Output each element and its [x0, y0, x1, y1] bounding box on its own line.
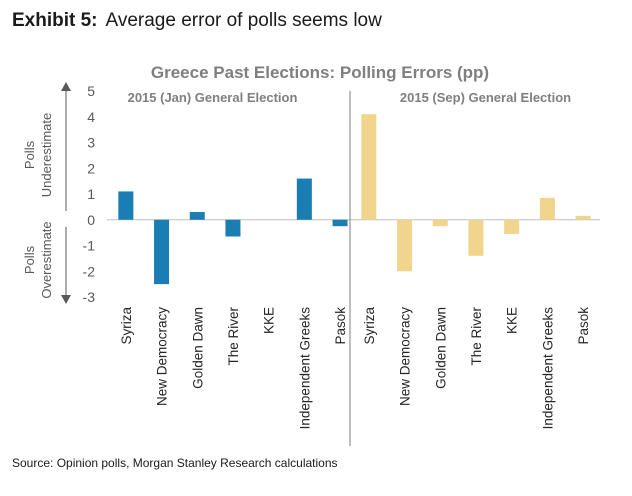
- side-label-overestimate: Overestimate: [39, 221, 54, 298]
- category-label: The River: [226, 306, 241, 365]
- category-label: The River: [469, 306, 484, 365]
- side-label-underestimate: Polls: [22, 140, 37, 169]
- source-note: Source: Opinion polls, Morgan Stanley Re…: [12, 456, 338, 470]
- bar-sep-the-river: [468, 219, 484, 256]
- underestimate-arrowhead: [61, 82, 71, 91]
- y-tick-label: 0: [87, 212, 95, 228]
- y-tick-label: -3: [83, 289, 96, 305]
- bar-sep-syriza: [361, 114, 377, 220]
- category-label: Syriza: [119, 307, 134, 345]
- bar-sep-kke: [504, 219, 520, 234]
- category-label: KKE: [262, 307, 277, 334]
- bar-jan-golden-dawn: [189, 212, 205, 220]
- bar-jan-new-democracy: [154, 219, 170, 285]
- bar-sep-new-democracy: [397, 219, 413, 272]
- y-tick-label: 4: [87, 109, 95, 125]
- bar-jan-the-river: [225, 219, 241, 237]
- category-label: KKE: [505, 307, 520, 334]
- category-label: Pasok: [576, 307, 591, 345]
- category-label: Pasok: [333, 307, 348, 345]
- bar-sep-pasok: [575, 215, 591, 220]
- bar-sep-golden-dawn: [432, 219, 448, 227]
- category-label: Syriza: [362, 307, 377, 345]
- category-label: Independent Greeks: [540, 307, 555, 430]
- category-label: Golden Dawn: [190, 307, 205, 389]
- side-label-underestimate: Underestimate: [39, 113, 54, 198]
- y-tick-label: -2: [83, 263, 96, 279]
- side-label-overestimate: Polls: [22, 245, 37, 274]
- overestimate-arrowhead: [61, 295, 71, 304]
- category-label: New Democracy: [398, 307, 413, 406]
- exhibit-heading: Exhibit 5: Average error of polls seems l…: [12, 10, 382, 32]
- bar-jan-syriza: [118, 191, 134, 220]
- y-tick-label: -1: [83, 238, 96, 254]
- panel-title: 2015 (Sep) General Election: [400, 90, 571, 105]
- y-tick-label: 2: [87, 160, 95, 176]
- y-tick-label: 5: [87, 83, 95, 99]
- bar-sep-independent-greeks: [539, 197, 555, 220]
- category-label: New Democracy: [155, 307, 170, 406]
- exhibit-label: Exhibit 5:: [12, 10, 98, 31]
- category-label: Golden Dawn: [433, 307, 448, 389]
- y-tick-label: 1: [87, 186, 95, 202]
- exhibit-title: Average error of polls seems low: [105, 10, 382, 31]
- chart-title: Greece Past Elections: Polling Errors (p…: [151, 63, 489, 82]
- panel-title: 2015 (Jan) General Election: [128, 90, 298, 105]
- bar-jan-pasok: [332, 219, 348, 227]
- bar-jan-independent-greeks: [296, 178, 312, 220]
- category-label: Independent Greeks: [297, 307, 312, 430]
- y-tick-label: 3: [87, 135, 95, 151]
